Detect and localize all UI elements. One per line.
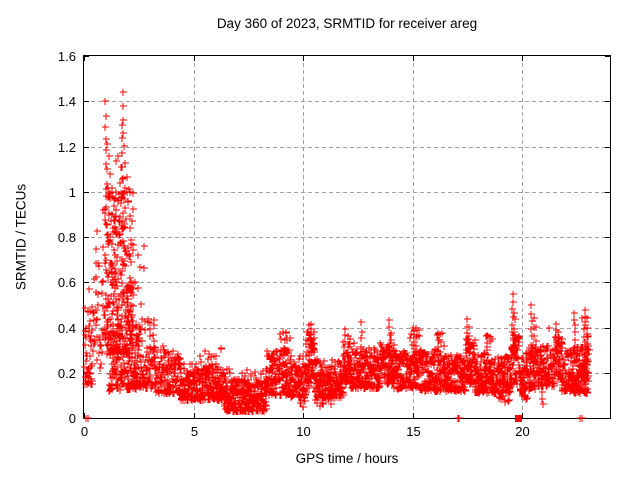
y-tick-label: 0.8 (58, 230, 76, 245)
x-tick-label: 10 (296, 424, 310, 439)
x-tick-label: 5 (191, 424, 198, 439)
tick-labels: 0 5 10 15 20 0 0.2 0.4 0.6 0.8 1 1.2 1.4 1.6 (58, 49, 530, 439)
y-tick-label: 0.6 (58, 275, 76, 290)
y-tick-label: 0.2 (58, 366, 76, 381)
x-tick-label: 15 (406, 424, 420, 439)
zero-block-marker (515, 415, 522, 422)
x-tick-label: 0 (81, 424, 88, 439)
y-tick-label: 1.2 (58, 140, 76, 155)
data-points (81, 89, 593, 422)
x-tick-label: 20 (515, 424, 529, 439)
y-tick-label: 0.4 (58, 321, 76, 336)
y-tick-label: 1.6 (58, 49, 76, 64)
plot-border (83, 55, 611, 419)
y-tick-label: 1 (69, 185, 76, 200)
y-axis-title: SRMTID / TECUs (13, 183, 29, 291)
y-tick-label: 1.4 (58, 94, 76, 109)
x-axis-title: GPS time / hours (295, 451, 399, 466)
chart-title: Day 360 of 2023, SRMTID for receiver are… (216, 16, 478, 31)
y-tick-label: 0 (69, 411, 76, 426)
